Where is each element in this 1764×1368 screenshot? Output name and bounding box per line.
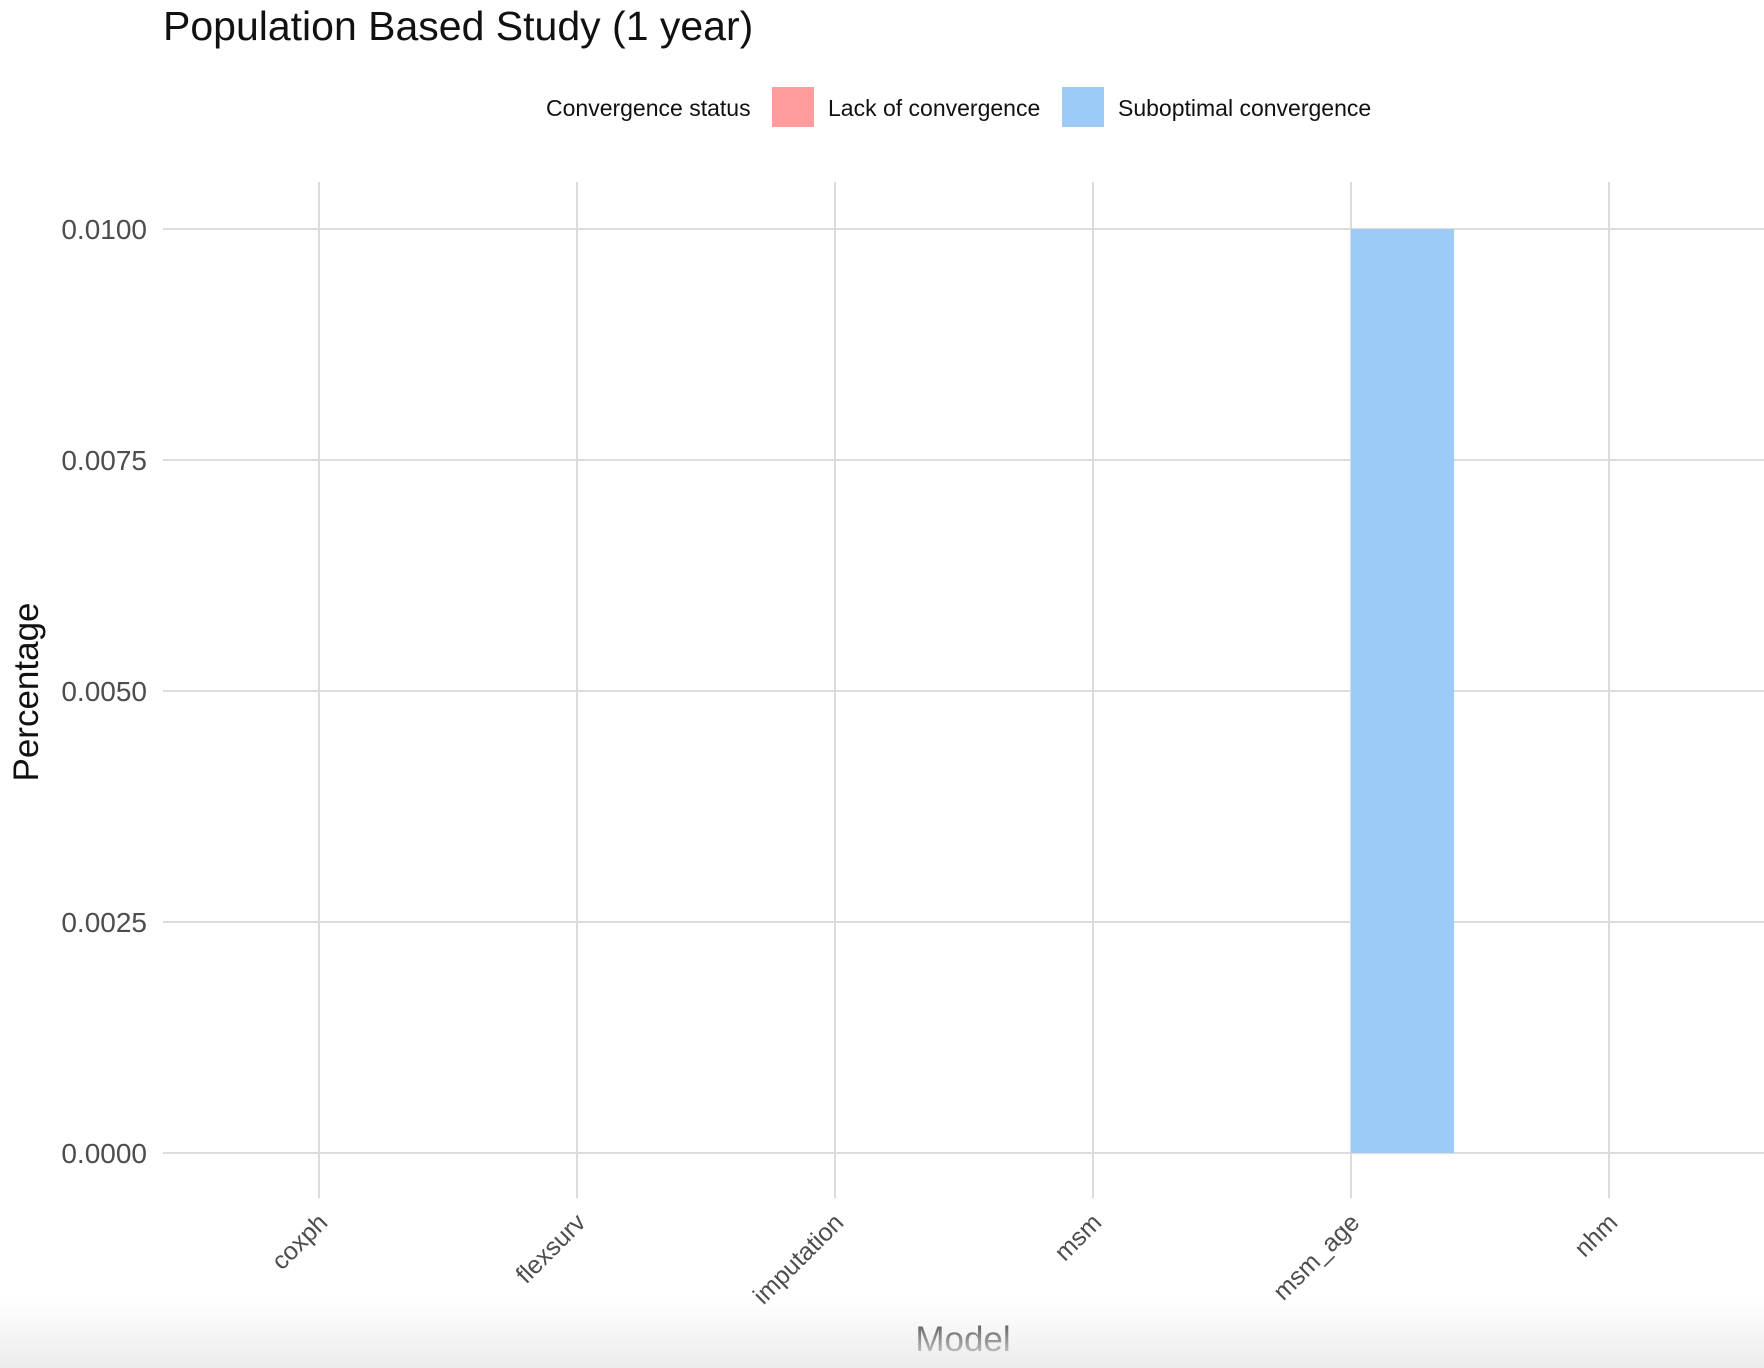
gridlines [163,182,1764,1198]
y-axis-label: Percentage [7,602,46,781]
bar-msm_age-suboptimal [1351,229,1454,1153]
x-axis-label: Model [915,1320,1010,1359]
legend-swatch-suboptimal [1062,87,1104,127]
y-tick-label: 0.0025 [61,907,147,938]
legend-label-suboptimal: Suboptimal convergence [1118,95,1371,121]
legend: Convergence status Lack of convergence S… [546,87,1371,127]
legend-title: Convergence status [546,95,751,121]
bars [1351,229,1454,1153]
y-tick-label: 0.0050 [61,676,147,707]
y-tick-labels: 0.0000 0.0025 0.0050 0.0075 0.0100 [61,214,147,1169]
y-tick-label: 0.0000 [61,1138,147,1169]
x-tick-labels: coxph flexsurv imputation msm msm_age nhm [266,1208,1623,1310]
x-tick-label: nhm [1569,1208,1623,1262]
x-tick-label: msm [1049,1208,1107,1266]
legend-swatch-lack [772,87,814,127]
y-tick-label: 0.0075 [61,445,147,476]
chart-title: Population Based Study (1 year) [163,3,753,49]
x-tick-label: imputation [748,1208,849,1309]
y-tick-label: 0.0100 [61,214,147,245]
x-tick-label: msm_age [1268,1208,1365,1305]
x-tick-label: coxph [266,1208,333,1275]
x-tick-label: flexsurv [511,1208,592,1289]
legend-label-lack: Lack of convergence [828,95,1040,121]
